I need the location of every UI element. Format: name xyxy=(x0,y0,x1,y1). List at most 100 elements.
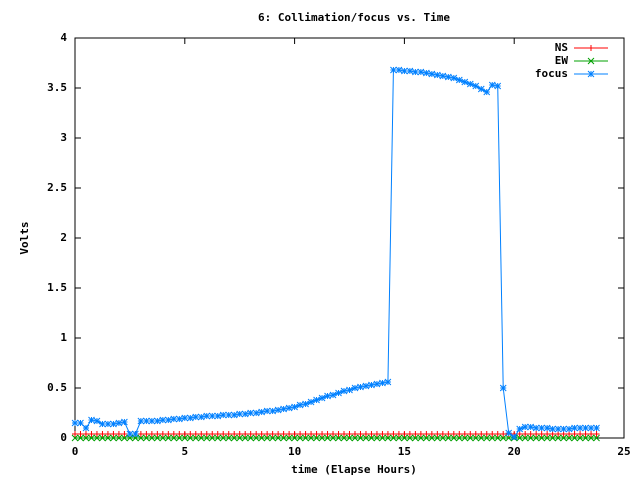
data-point xyxy=(521,434,529,442)
data-point xyxy=(275,431,282,437)
data-point xyxy=(362,431,369,437)
data-point xyxy=(115,431,122,437)
data-point xyxy=(433,71,441,79)
data-point xyxy=(384,434,392,442)
data-point xyxy=(236,431,243,437)
data-point xyxy=(308,431,315,437)
data-point xyxy=(324,392,331,400)
data-point xyxy=(587,424,595,432)
data-point xyxy=(340,434,348,442)
data-point xyxy=(285,434,293,442)
legend-marker xyxy=(587,70,595,78)
data-point xyxy=(406,67,414,75)
data-point xyxy=(401,67,408,75)
data-point xyxy=(269,407,276,415)
y-axis-label: Volts xyxy=(18,221,31,254)
data-point xyxy=(137,417,145,425)
data-point xyxy=(274,406,282,414)
data-point xyxy=(187,431,194,437)
data-point xyxy=(209,431,216,437)
data-point xyxy=(401,431,408,437)
x-tick-label: 10 xyxy=(288,445,301,458)
data-point xyxy=(313,431,320,437)
data-point xyxy=(93,431,100,437)
data-point xyxy=(170,415,178,423)
data-point xyxy=(527,431,534,437)
y-tick-label: 0.5 xyxy=(47,381,67,394)
data-point xyxy=(362,434,370,442)
y-tick-label: 1.5 xyxy=(47,281,67,294)
data-point xyxy=(274,434,282,442)
data-point xyxy=(346,434,353,442)
data-point xyxy=(230,434,238,442)
data-point xyxy=(522,431,529,437)
data-point xyxy=(230,411,238,419)
data-point xyxy=(428,431,435,437)
data-point xyxy=(252,409,260,417)
data-point xyxy=(587,434,595,442)
data-point xyxy=(582,434,589,442)
data-point xyxy=(192,434,200,442)
data-point xyxy=(181,431,188,437)
data-point xyxy=(461,431,468,437)
data-point xyxy=(565,425,573,433)
data-point xyxy=(384,378,392,386)
data-point xyxy=(357,383,364,391)
data-point xyxy=(472,82,480,90)
data-point xyxy=(527,423,535,431)
data-point xyxy=(175,415,183,423)
data-point xyxy=(99,420,106,428)
data-point xyxy=(516,434,524,442)
data-point xyxy=(154,431,161,437)
data-point xyxy=(297,431,304,437)
data-point xyxy=(500,431,507,437)
data-point xyxy=(439,72,447,80)
data-point xyxy=(499,434,507,442)
data-point xyxy=(214,434,222,442)
data-point xyxy=(412,68,419,76)
data-point xyxy=(263,434,271,442)
data-point xyxy=(231,431,238,437)
data-point xyxy=(368,434,375,442)
data-point xyxy=(417,431,424,437)
data-point xyxy=(121,418,128,426)
data-point xyxy=(483,88,491,96)
data-point xyxy=(313,434,320,442)
data-point xyxy=(71,434,79,442)
data-point xyxy=(455,434,463,442)
data-point xyxy=(241,434,249,442)
data-point xyxy=(395,431,402,437)
data-point xyxy=(390,431,397,437)
data-point xyxy=(538,431,545,437)
data-point xyxy=(533,431,540,437)
data-point xyxy=(291,403,298,411)
data-point xyxy=(488,81,496,89)
data-point xyxy=(285,404,293,412)
data-point xyxy=(423,69,430,77)
data-point xyxy=(560,434,567,442)
data-point xyxy=(71,419,79,427)
data-point xyxy=(593,424,600,432)
data-point xyxy=(302,434,309,442)
data-point xyxy=(439,434,447,442)
data-point xyxy=(477,434,485,442)
data-point xyxy=(588,431,595,437)
data-point xyxy=(88,431,95,437)
data-point xyxy=(554,434,562,442)
data-point xyxy=(219,411,227,419)
data-point xyxy=(324,431,331,437)
data-point xyxy=(126,430,134,438)
data-point xyxy=(148,434,156,442)
data-point xyxy=(406,431,413,437)
y-tick-label: 3 xyxy=(60,131,67,144)
data-point xyxy=(368,381,375,389)
chart-title: 6: Collimation/focus vs. Time xyxy=(258,11,450,24)
data-point xyxy=(236,434,244,442)
data-point xyxy=(560,425,567,433)
data-point xyxy=(571,424,578,432)
data-point xyxy=(258,408,266,416)
legend-label: NS xyxy=(555,41,568,54)
data-point xyxy=(214,431,221,437)
data-point xyxy=(192,413,200,421)
data-point xyxy=(357,431,364,437)
